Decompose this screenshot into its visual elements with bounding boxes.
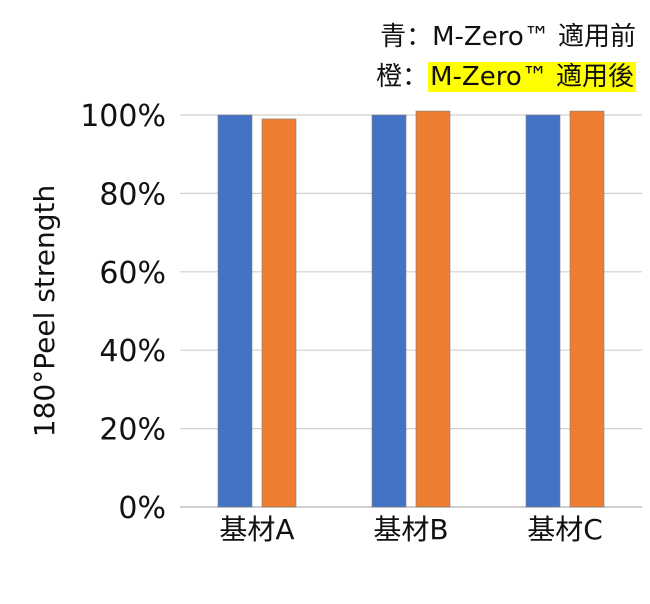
legend-label-after: M-Zero™ 適用後 [428,62,636,92]
y-tick-label: 0% [118,491,166,526]
legend-entry-after: 橙：M-Zero™ 適用後 [376,56,636,93]
legend-label-before: M-Zero™ 適用前 [432,22,636,52]
bar [261,118,297,508]
x-tick-label: 基材C [527,513,603,546]
bar [569,110,605,508]
y-axis-label: 180°Peel strength [28,185,61,437]
legend-prefix-orange: 橙： [376,62,429,92]
y-tick-label: 60% [99,256,166,291]
y-tick-label: 20% [99,413,166,448]
x-tick-label: 基材B [373,513,448,546]
bar [525,114,561,508]
legend-prefix-blue: 青： [380,22,433,52]
bar [371,114,407,508]
legend-entry-before: 青：M-Zero™ 適用前 [380,16,636,53]
y-tick-label: 100% [80,99,166,134]
y-tick-label: 40% [99,334,166,369]
bar [217,114,253,508]
bar [415,110,451,508]
y-tick-label: 80% [99,177,166,212]
x-tick-label: 基材A [219,513,294,546]
